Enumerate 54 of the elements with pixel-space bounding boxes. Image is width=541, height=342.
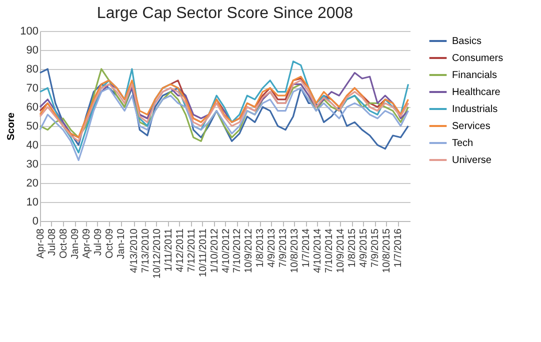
y-tick-label: 20: [26, 178, 38, 190]
x-tick-label: 7/12/2011: [186, 228, 198, 272]
x-tick-label: Jul-08: [46, 228, 58, 256]
legend-label: Tech: [452, 138, 474, 149]
y-tick-label: 100: [20, 26, 38, 38]
x-tick-label: 4/9/2013: [266, 228, 278, 268]
y-tick-label: 30: [26, 158, 38, 170]
x-tick-label: Apr-08: [36, 228, 46, 259]
legend-label: Services: [452, 121, 490, 132]
legend-label: Basics: [452, 36, 482, 47]
x-tick-label: 7/13/2010: [140, 228, 152, 273]
legend-label: Financials: [452, 70, 498, 81]
y-tick-label: 40: [26, 140, 38, 152]
line-series: [39, 87, 410, 161]
x-tick-label: 4/9/2015: [358, 228, 370, 268]
x-tick-label: Apr-09: [82, 228, 92, 259]
legend-label: Healthcare: [452, 87, 501, 98]
x-tick-label: 7/10/2014: [324, 228, 336, 273]
x-tick-label: Jan-10: [116, 228, 128, 260]
x-tick-label: 10/9/2014: [336, 228, 347, 273]
x-tick-label: 10/8/2015: [382, 228, 393, 273]
legend-label: Industrials: [452, 104, 498, 115]
y-tick-label: 10: [26, 196, 38, 208]
x-tick-label: 4/10/2012: [220, 228, 232, 273]
x-tick-label: 1/8/2013: [255, 228, 266, 268]
x-tick-label: Jul-09: [92, 228, 104, 256]
x-tick-label: 10/11/2011: [198, 228, 209, 278]
y-tick-label: 50: [26, 120, 38, 132]
chart-title: Large Cap Sector Score Since 2008: [96, 5, 354, 22]
x-tick-label: 1/7/2016: [393, 228, 404, 268]
y-tick-label: 60: [26, 102, 38, 114]
x-tick-label: 1/10/2012: [209, 228, 220, 273]
y-tick-label: 80: [26, 64, 38, 76]
x-tick-label: 1/8/2015: [347, 228, 358, 268]
y-tick-label: 70: [26, 82, 38, 94]
y-axis-title: Score: [6, 112, 18, 140]
legend-label: Universe: [452, 155, 492, 166]
x-tick-label: 1/7/2014: [301, 228, 312, 268]
x-tick-label: Oct-09: [104, 228, 116, 259]
x-tick-label: 7/9/2015: [370, 228, 382, 268]
x-tick-label: 4/10/2014: [312, 228, 324, 273]
y-tick-label: 0: [32, 216, 38, 228]
x-tick-label: Jan-09: [70, 228, 82, 260]
x-tick-label: 4/13/2010: [129, 228, 140, 273]
x-tick-label: Oct-08: [58, 228, 70, 259]
x-tick-label: 1/11/2011: [163, 228, 174, 272]
x-tick-label: 10/12/2010: [152, 228, 163, 279]
x-tick-label: 10/8/2013: [290, 228, 301, 273]
x-tick-label: 10/9/2012: [244, 228, 255, 273]
x-tick-label: 7/9/2013: [278, 228, 290, 268]
x-tick-label: 7/10/2012: [232, 228, 244, 273]
y-tick-label: 90: [26, 44, 38, 56]
x-tick-label: 4/12/2011: [174, 228, 186, 272]
legend-label: Consumers: [452, 53, 504, 64]
